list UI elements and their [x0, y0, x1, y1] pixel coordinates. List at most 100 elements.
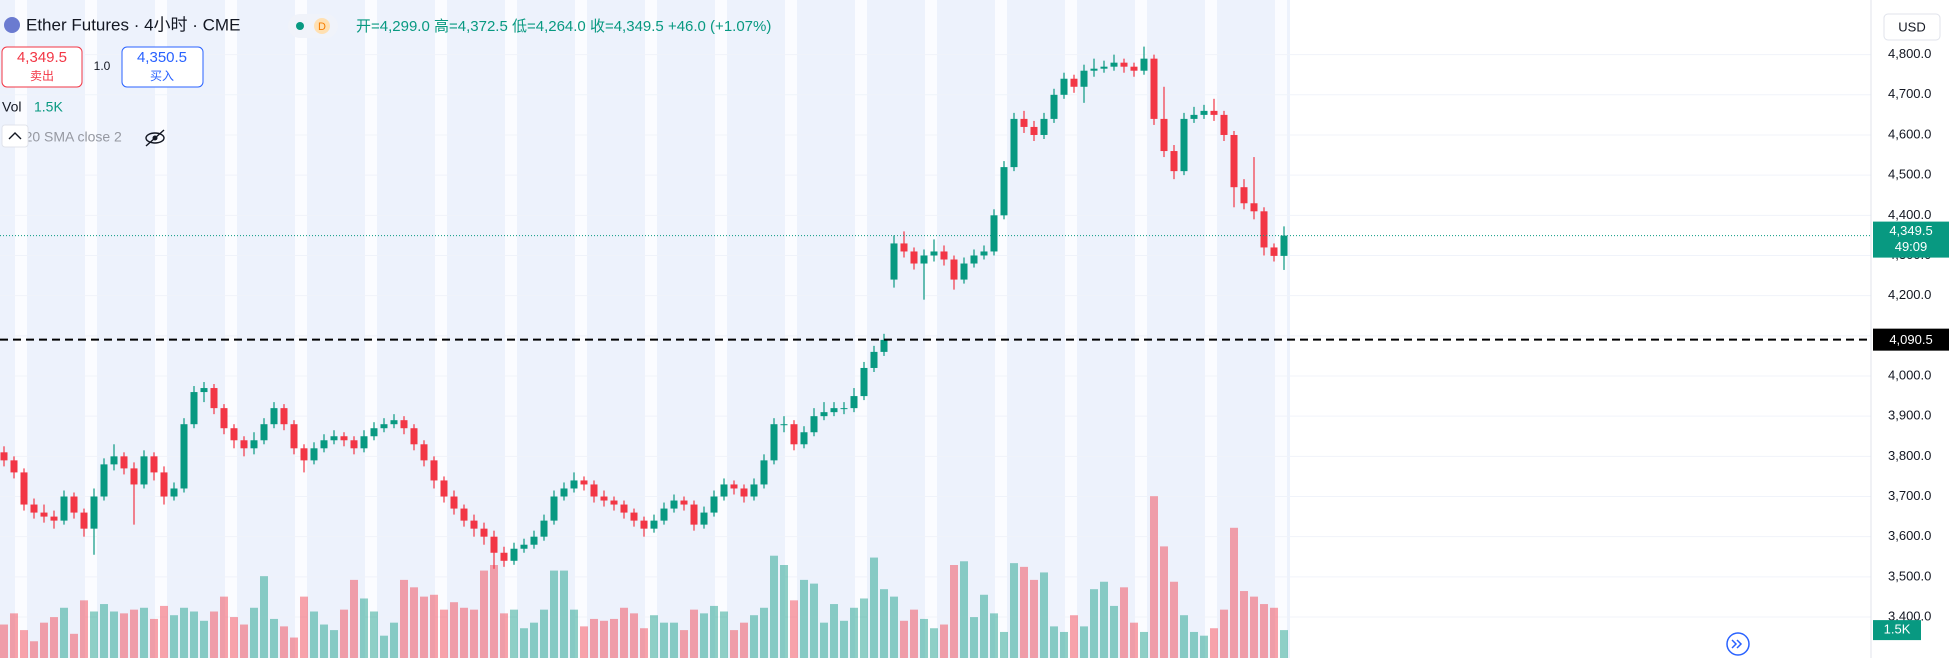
- candle-body: [550, 496, 558, 521]
- currency-button[interactable]: [1883, 13, 1941, 41]
- session-gap: [505, 0, 517, 658]
- volume-bar: [200, 620, 208, 658]
- volume-bar: [490, 565, 498, 658]
- volume-bar: [1030, 579, 1038, 658]
- candle-body: [670, 500, 678, 509]
- volume-bar: [610, 618, 618, 658]
- buy-button[interactable]: [121, 46, 204, 88]
- candle-body: [1170, 151, 1178, 172]
- candle-body: [480, 528, 488, 537]
- candle-body: [570, 480, 578, 489]
- volume-bar: [400, 579, 408, 658]
- session-gap: [1275, 0, 1287, 658]
- volume-bar: [1150, 496, 1158, 658]
- candle-body: [540, 520, 548, 537]
- candle-body: [830, 408, 838, 413]
- candle-body: [1050, 94, 1058, 119]
- volume-bar: [860, 598, 868, 658]
- candle-body: [70, 496, 78, 513]
- candle-body: [370, 428, 378, 437]
- candle-body: [390, 420, 398, 425]
- volume-bar: [1060, 631, 1068, 658]
- volume-bar: [630, 613, 638, 658]
- volume-bar: [870, 557, 878, 658]
- collapse-button[interactable]: [1, 124, 29, 148]
- collapse-icon: [8, 132, 22, 140]
- candle-body: [180, 424, 188, 489]
- volume-bar: [1240, 591, 1248, 658]
- volume-bar: [300, 596, 308, 658]
- volume-bar: [330, 630, 338, 658]
- candle-body: [290, 424, 298, 449]
- candle-body: [650, 520, 658, 529]
- session-gap: [785, 0, 797, 658]
- volume-bar: [420, 596, 428, 658]
- candle-body: [320, 440, 328, 449]
- candle-body: [10, 460, 18, 473]
- volume-bar: [900, 620, 908, 658]
- volume-bar: [700, 613, 708, 658]
- candle-body: [640, 520, 648, 529]
- axis-price-labels: 4,090.5 4,349.549:09 1.5K: [1873, 221, 1949, 641]
- y-tick-label: 4,400.0: [1888, 207, 1931, 222]
- scroll-to-latest[interactable]: [1726, 632, 1750, 656]
- candle-body: [410, 428, 418, 445]
- candle-body: [250, 440, 258, 449]
- session-gap: [1065, 0, 1077, 658]
- candle-body: [530, 536, 538, 545]
- volume-bar: [520, 628, 528, 658]
- hide-icon[interactable]: [145, 129, 165, 147]
- volume-bar: [760, 607, 768, 658]
- volume-bar: [320, 624, 328, 658]
- candle-body: [310, 448, 318, 461]
- candle-body: [1130, 66, 1138, 71]
- session-gap: [715, 0, 727, 658]
- candle-body: [960, 263, 968, 280]
- volume-bar: [580, 626, 588, 658]
- grid: [0, 54, 1871, 618]
- y-tick-label: 3,700.0: [1888, 488, 1931, 503]
- candle-body: [200, 388, 208, 393]
- sell-price: 4,349.5: [17, 49, 67, 66]
- candle-body: [190, 392, 198, 425]
- candle-body: [440, 480, 448, 497]
- countdown: 49:09: [1895, 239, 1928, 254]
- session-gap: [435, 0, 447, 658]
- candle-body: [1140, 58, 1148, 71]
- volume-bar: [770, 555, 778, 658]
- volume-bar: [650, 615, 658, 658]
- candle-body: [1260, 211, 1268, 248]
- ohlc-close: 收=4,349.5: [590, 18, 664, 35]
- candle-layer: [0, 46, 1288, 569]
- volume-bar: [820, 622, 828, 658]
- candle-body: [980, 251, 988, 256]
- volume-bar: [0, 624, 8, 658]
- volume-bar: [590, 618, 598, 658]
- y-tick-label: 4,800.0: [1888, 46, 1931, 61]
- candle-body: [920, 255, 928, 264]
- candle-body: [910, 251, 918, 264]
- candle-body: [850, 396, 858, 409]
- sell-button[interactable]: [1, 46, 83, 88]
- volume-bar: [130, 609, 138, 658]
- badge-bg[interactable]: [288, 14, 338, 38]
- volume-bar: [370, 611, 378, 658]
- session-gap: [995, 0, 1007, 658]
- volume-legend-name: Vol: [2, 99, 21, 115]
- candle-body: [680, 500, 688, 505]
- volume-bar: [430, 594, 438, 658]
- candle-body: [1020, 118, 1028, 127]
- session-gap: [575, 0, 587, 658]
- volume-bar: [990, 613, 998, 658]
- candle-body: [40, 512, 48, 517]
- volume-bar: [230, 617, 238, 658]
- session-gap: [1135, 0, 1147, 658]
- volume-bar: [1070, 615, 1078, 658]
- candle-body: [1040, 118, 1048, 135]
- candle-body: [970, 255, 978, 264]
- candle-body: [470, 520, 478, 529]
- candle-body: [340, 436, 348, 441]
- candle-body: [790, 424, 798, 445]
- ohlc-high: 高=4,372.5: [434, 18, 508, 35]
- volume-bar: [360, 598, 368, 658]
